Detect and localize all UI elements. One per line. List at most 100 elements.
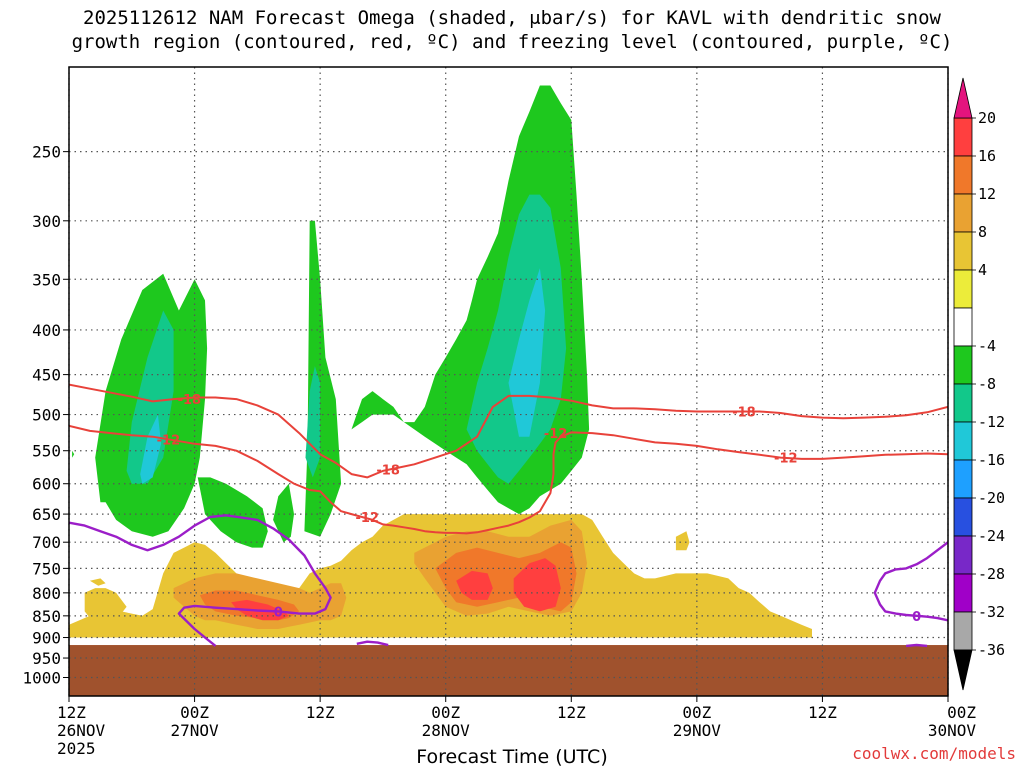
omega-region-10	[508, 268, 546, 437]
y-tick-label-350: 350	[32, 270, 61, 289]
x-tick-label-0-2: 26NOV	[57, 721, 106, 740]
colorbar-bin-4	[953, 269, 973, 309]
omega-region-3	[140, 414, 162, 484]
x-tick-label-72-1: 12Z	[808, 703, 837, 722]
colorbar-label-3: 8	[978, 223, 987, 241]
omega-shading	[69, 85, 812, 638]
colorbar-label-13: -36	[978, 641, 1005, 659]
title-line-1: 2025112612 NAM Forecast Omega (shaded, μ…	[83, 7, 941, 29]
x-tick-label-48-1: 12Z	[557, 703, 586, 722]
colorbar-bin-7	[953, 383, 973, 423]
y-tick-label-550: 550	[32, 442, 61, 461]
contour-label-4: -12	[544, 427, 568, 442]
y-tick-label-950: 950	[32, 649, 61, 668]
omega-region-7	[305, 366, 321, 478]
y-tick-label-800: 800	[32, 584, 61, 603]
x-tick-label-60-1: 00Z	[682, 703, 711, 722]
colorbar-bin-11	[953, 535, 973, 575]
colorbar: 20 16 12 8 4 -4 -8 -12 -16 -20 -24 -28 -32 -36	[953, 77, 1005, 691]
y-tick-label-400: 400	[32, 321, 61, 340]
freezing-contour-3	[356, 640, 389, 647]
colorbar-label-7: -12	[978, 413, 1005, 431]
colorbar-bin-12	[953, 573, 973, 613]
colorbar-bin-8	[953, 421, 973, 461]
contour-label-6: -12	[774, 452, 798, 467]
x-tick-label-12-1: 00Z	[180, 703, 209, 722]
freezing-contour-2	[69, 514, 332, 647]
omega-region-14	[675, 531, 690, 551]
x-tick-label-60-2: 29NOV	[673, 721, 722, 740]
terrain-fill	[69, 645, 948, 696]
y-tick-label-300: 300	[32, 212, 61, 231]
colorbar-label-12: -32	[978, 603, 1005, 621]
y-tick-label-450: 450	[32, 366, 61, 385]
terrain-layer	[69, 645, 948, 696]
omega-region-2	[126, 310, 174, 484]
y-tick-label-1000: 1000	[22, 668, 61, 687]
contour-label-0: -18	[178, 393, 202, 408]
colorbar-bin-5	[953, 307, 973, 347]
freezing-contour-4	[905, 643, 928, 648]
y-tick-label-750: 750	[32, 559, 61, 578]
omega-region-21	[513, 558, 561, 612]
x-tick-label-84-1: 00Z	[947, 703, 976, 722]
omega-region-0	[72, 450, 75, 458]
colorbar-under-triangle	[953, 649, 973, 691]
colorbar-bin-13	[953, 611, 973, 651]
credit-text: coolwx.com/models	[852, 744, 1016, 763]
dendritic-contour-1	[69, 424, 948, 535]
contour-label-3: -12	[355, 511, 379, 526]
y-tick-label-500: 500	[32, 406, 61, 425]
x-tick-label-0-1: 12Z	[57, 703, 86, 722]
contour-label-7: 0	[274, 605, 283, 620]
title-line-2: growth region (contoured, red, ºC) and f…	[71, 31, 953, 53]
colorbar-bin-1	[953, 155, 973, 195]
x-tick-label-24-1: 12Z	[306, 703, 335, 722]
colorbar-bin-10	[953, 497, 973, 537]
omega-region-12	[89, 578, 106, 586]
x-tick-label-36-1: 00Z	[431, 703, 460, 722]
contour-label-1: -12	[157, 434, 181, 449]
colorbar-bin-6	[953, 345, 973, 385]
y-tick-label-900: 900	[32, 629, 61, 648]
x-tick-label-0-3: 2025	[57, 739, 96, 758]
colorbar-label-5: -4	[978, 337, 996, 355]
colorbar-label-11: -28	[978, 565, 1005, 583]
contour-label-8: 0	[912, 610, 921, 625]
temperature-contours	[69, 383, 948, 648]
x-axis-label: Forecast Time (UTC)	[416, 746, 608, 768]
colorbar-over-triangle	[953, 77, 973, 119]
colorbar-label-8: -16	[978, 451, 1005, 469]
y-axis: 250 300 350 400 450 500 550 600 650 700 750 800 850 9…	[22, 143, 69, 687]
freezing-contour-5	[873, 541, 948, 622]
y-tick-label-250: 250	[32, 143, 61, 162]
colorbar-label-1: 16	[978, 147, 996, 165]
colorbar-label-6: -8	[978, 375, 996, 393]
x-tick-label-36-2: 28NOV	[422, 721, 471, 740]
y-tick-label-700: 700	[32, 533, 61, 552]
omega-region-5	[273, 483, 294, 543]
dendritic-contour-0	[69, 383, 948, 479]
y-tick-label-850: 850	[32, 607, 61, 626]
colorbar-label-4: 4	[978, 261, 987, 279]
y-tick-label-650: 650	[32, 505, 61, 524]
contour-label-5: -18	[732, 406, 756, 421]
colorbar-label-9: -20	[978, 489, 1005, 507]
colorbar-label-10: -24	[978, 527, 1005, 545]
colorbar-label-0: 20	[978, 109, 996, 127]
omega-region-4	[197, 477, 268, 548]
colorbar-bin-0	[953, 117, 973, 157]
contour-labels: -18 -12 -18 -12 -12 -18 -12 0 0	[157, 393, 921, 625]
colorbar-bin-3	[953, 231, 973, 271]
plot-frame	[68, 66, 949, 697]
contour-label-2: -18	[376, 464, 400, 479]
colorbar-label-2: 12	[978, 185, 996, 203]
y-tick-label-600: 600	[32, 475, 61, 494]
colorbar-bin-2	[953, 193, 973, 233]
chart-title: 2025112612 NAM Forecast Omega (shaded, μ…	[0, 6, 1024, 54]
colorbar-bin-9	[953, 459, 973, 499]
x-tick-label-12-2: 27NOV	[170, 721, 219, 740]
x-tick-label-84-2: 30NOV	[928, 721, 977, 740]
